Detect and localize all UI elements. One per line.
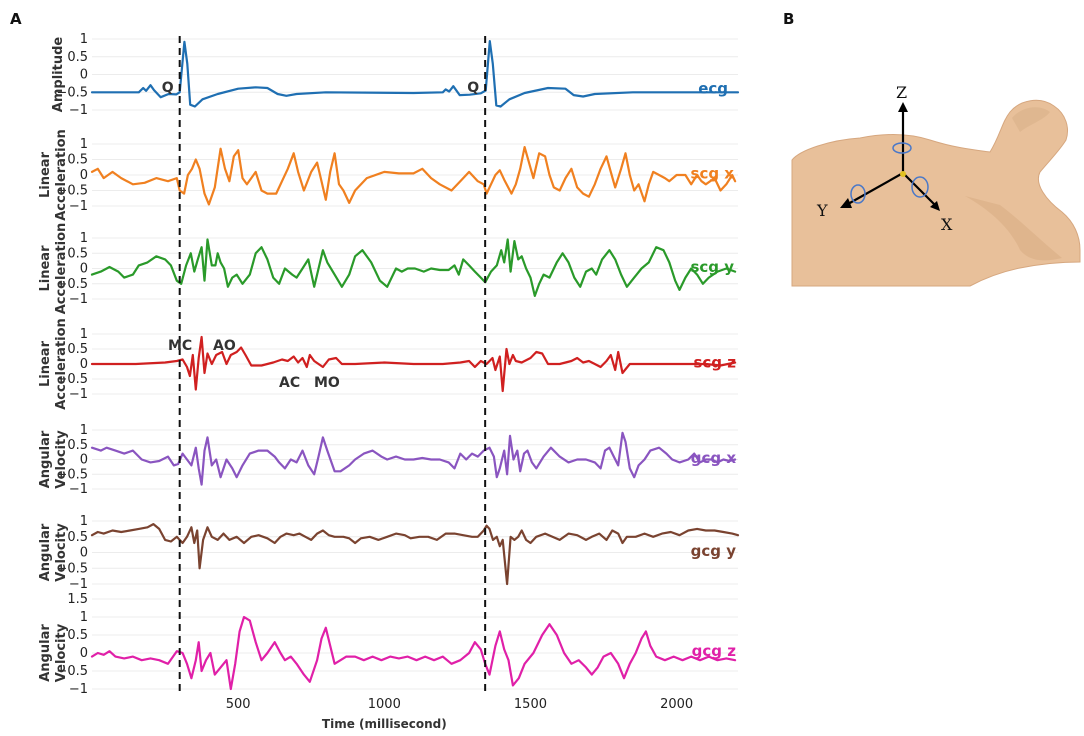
y-axis-label: Amplitude: [51, 37, 66, 113]
y-tick-label: −1: [69, 103, 88, 118]
y-tick-label: −0.5: [56, 664, 88, 679]
y-rotation-icon: [850, 184, 866, 204]
series-line-gcg-y: [90, 523, 740, 586]
annotation-mc: MC: [168, 338, 192, 354]
annotation-ac: AC: [279, 375, 300, 391]
series-label-scg-x: scg x: [691, 164, 735, 182]
y-axis-arrow: [847, 172, 904, 205]
series-line-scg-y: [90, 238, 737, 297]
y-tick-label: −0.5: [56, 184, 88, 199]
x-axis-label: X: [941, 215, 953, 234]
series-line-scg-z: [90, 335, 737, 393]
series-label-scg-y: scg y: [690, 258, 734, 276]
y-tick-label: 1: [80, 514, 88, 529]
series-line-gcg-z: [90, 615, 737, 691]
series-label-gcg-x: gcg x: [691, 449, 737, 467]
y-axis-label: AngularVelocity: [38, 430, 69, 489]
y-tick-label: −1: [69, 682, 88, 697]
y-axis-label: LinearAcceleration: [38, 318, 69, 410]
x-rotation-icon: [911, 176, 929, 198]
panel-b-body-diagram: Z Y X: [791, 83, 1081, 287]
y-tick-label: 1.5: [67, 592, 88, 607]
head-shading: [1012, 107, 1050, 132]
y-tick-label: 0: [80, 68, 88, 83]
y-tick-label: 1: [80, 327, 88, 342]
y-tick-label: 0.5: [67, 628, 88, 643]
y-axis-arrowhead: [840, 198, 852, 208]
y-tick-label: −0.5: [56, 561, 88, 576]
y-tick-label: 1: [80, 137, 88, 152]
x-tick-label: 500: [226, 697, 251, 712]
annotation-mo: MO: [314, 375, 340, 391]
z-axis-arrowhead: [898, 102, 908, 112]
y-axis-label: LinearAcceleration: [38, 223, 69, 315]
y-tick-label: 1: [80, 610, 88, 625]
z-axis-label: Z: [896, 83, 907, 102]
x-tick-label: 1500: [514, 697, 547, 712]
y-tick-label: 0: [80, 262, 88, 277]
panel-a-letter: A: [10, 10, 22, 28]
series-label-gcg-z: gcg z: [692, 642, 737, 660]
z-rotation-icon: [892, 142, 912, 154]
x-axis-label: Time (millisecond): [322, 717, 447, 731]
y-tick-label: 1: [80, 32, 88, 47]
y-tick-label: −0.5: [56, 85, 88, 100]
y-tick-label: −1: [69, 292, 88, 307]
sensor-origin: [900, 171, 906, 177]
series-line-gcg-x: [90, 431, 737, 486]
y-axis-label: LinearAcceleration: [38, 129, 69, 221]
x-axis-arrowhead: [930, 201, 940, 211]
y-axis-label: AngularVelocity: [38, 623, 69, 682]
y-tick-label: 0: [80, 453, 88, 468]
y-tick-label: 0: [80, 646, 88, 661]
y-tick-label: 0.5: [67, 342, 88, 357]
y-tick-label: 0: [80, 168, 88, 183]
y-axis-label: AngularVelocity: [38, 523, 69, 582]
x-tick-label: 2000: [660, 697, 693, 712]
y-axis-label: Y: [816, 201, 828, 220]
torso-shape: [791, 99, 1081, 287]
y-tick-label: −0.5: [56, 277, 88, 292]
annotation-ao: AO: [213, 338, 236, 354]
y-tick-label: −0.5: [56, 372, 88, 387]
y-tick-label: 0.5: [67, 246, 88, 261]
x-axis-arrow: [902, 172, 935, 205]
y-tick-label: −1: [69, 482, 88, 497]
y-tick-label: −1: [69, 199, 88, 214]
series-label-ecg: ecg: [698, 80, 728, 98]
q-marker-label: Q: [467, 80, 479, 96]
y-tick-label: −1: [69, 577, 88, 592]
y-tick-label: 0.5: [67, 153, 88, 168]
torso-shadow: [965, 196, 1062, 261]
y-tick-label: 1: [80, 231, 88, 246]
x-tick-label: 1000: [368, 697, 401, 712]
series-line-ecg: [90, 40, 740, 108]
y-tick-label: 0.5: [67, 530, 88, 545]
y-tick-label: 0.5: [67, 50, 88, 65]
y-tick-label: 0: [80, 546, 88, 561]
series-label-gcg-y: gcg y: [691, 542, 737, 560]
y-tick-label: −1: [69, 387, 88, 402]
panel-b-letter: B: [783, 10, 794, 28]
y-tick-label: 0: [80, 357, 88, 372]
y-tick-label: 0.5: [67, 438, 88, 453]
series-line-scg-x: [90, 146, 737, 206]
y-tick-label: 1: [80, 423, 88, 438]
y-tick-label: −0.5: [56, 467, 88, 482]
series-label-scg-z: scg z: [693, 354, 736, 372]
q-marker-label: Q: [162, 80, 174, 96]
